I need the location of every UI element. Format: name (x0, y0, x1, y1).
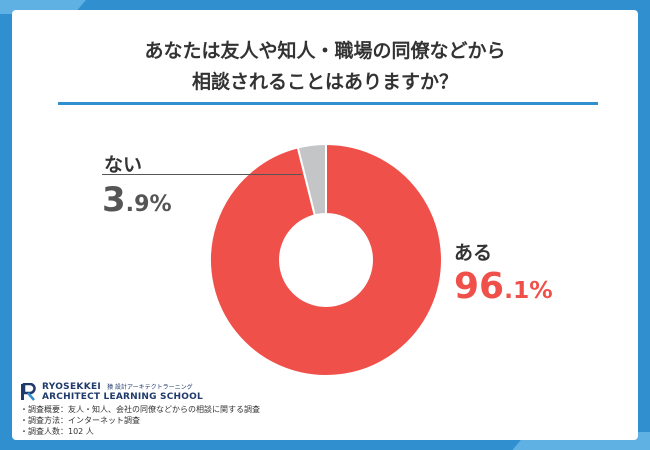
survey-note-overview: ・調査概要：友人・知人、会社の同僚などからの相談に関する調査 (20, 405, 260, 414)
slice-leader-line-no (102, 174, 302, 175)
slice-value-yes: 96.1% (454, 266, 553, 307)
slice-value-no: 3.9% (102, 180, 172, 220)
slice-value-no-decimal: .9% (125, 191, 172, 217)
chart-card: あなたは友人や知人・職場の同僚などから 相談されることはありますか？ ない 3.… (12, 10, 638, 440)
brand-name-ja: 猿 設計アーキテクトラーニング (107, 384, 193, 391)
survey-note-method: ・調査方法：インターネット調査 (20, 416, 140, 425)
brand-r-icon (21, 383, 36, 401)
donut-chart (209, 142, 443, 377)
chart-title: あなたは友人や知人・職場の同僚などから 相談されることはありますか？ (12, 36, 638, 98)
donut-hole (279, 213, 373, 307)
slice-label-yes: ある (454, 242, 493, 264)
title-underline (58, 102, 598, 105)
chart-title-line-1: あなたは友人や知人・職場の同僚などから (144, 40, 506, 62)
brand-logo: RYOSEKKEI 猿 設計アーキテクトラーニング ARCHITECT LEAR… (20, 382, 203, 402)
survey-notes: ・調査概要：友人・知人、会社の同僚などからの相談に関する調査 ・調査方法：インタ… (20, 404, 260, 437)
slice-value-yes-decimal: .1% (504, 276, 553, 304)
chart-title-line-2: 相談されることはありますか？ (191, 71, 458, 93)
slice-value-no-main: 3 (102, 180, 126, 220)
slice-value-yes-main: 96 (454, 266, 505, 307)
brand-subtitle: ARCHITECT LEARNING SCHOOL (42, 392, 203, 402)
slice-label-no: ない (104, 154, 143, 176)
survey-note-count: ・調査人数：102 人 (20, 427, 94, 436)
brand-name: RYOSEKKEI (42, 382, 102, 392)
